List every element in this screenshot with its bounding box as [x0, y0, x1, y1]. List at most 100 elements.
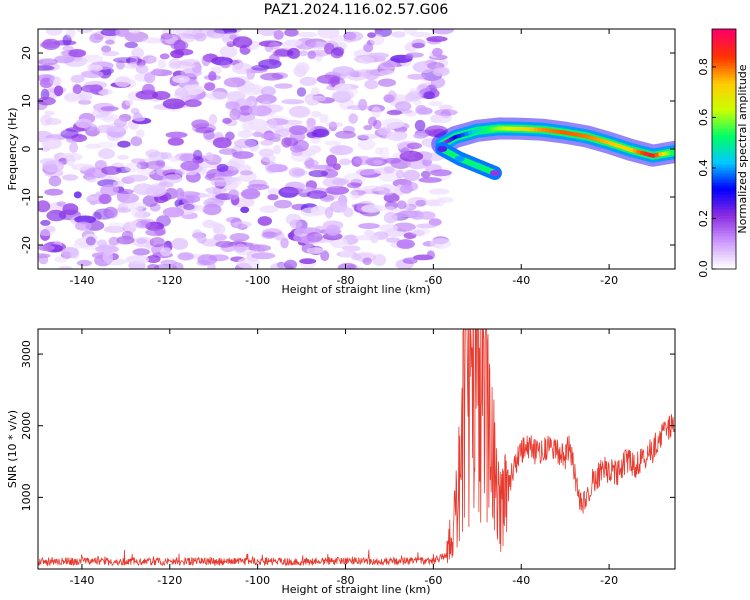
noise-blob: [289, 219, 303, 229]
noise-blob: [238, 105, 253, 116]
noise-blob: [392, 222, 416, 232]
noise-blob: [368, 116, 377, 127]
colorbar-cell: [712, 182, 736, 186]
noise-blob: [38, 224, 56, 236]
noise-blob: [193, 204, 205, 212]
snr-frame: [37, 328, 676, 570]
noise-blob: [128, 29, 141, 34]
noise-blob: [212, 186, 222, 196]
noise-blob: [372, 254, 387, 266]
noise-blob: [160, 33, 173, 40]
noise-blob: [259, 205, 279, 213]
noise-blob: [332, 90, 355, 101]
noise-blob: [260, 72, 284, 81]
noise-blob: [350, 190, 367, 196]
colorbar-gradient: [712, 29, 736, 270]
noise-blob: [87, 63, 102, 70]
colorbar-cell: [712, 77, 736, 81]
noise-blob: [40, 219, 51, 226]
noise-blob: [233, 176, 243, 186]
y-tick-label: 2000: [20, 412, 33, 440]
noise-blob: [363, 125, 373, 131]
noise-blob: [418, 177, 442, 183]
noise-blob: [329, 145, 354, 156]
noise-blob: [420, 170, 431, 179]
noise-blob: [317, 29, 340, 39]
noise-blob: [182, 194, 195, 206]
noise-blob: [434, 197, 445, 207]
noise-blob: [101, 45, 112, 53]
noise-blob: [74, 221, 92, 231]
noise-blob: [374, 29, 384, 33]
x-tick-label: -140: [69, 574, 94, 587]
x-tick-label: -80: [337, 274, 355, 287]
noise-blob: [386, 131, 408, 141]
noise-blob: [117, 154, 129, 160]
noise-blob: [203, 129, 215, 140]
colorbar-cell: [712, 251, 736, 255]
colorbar-cell: [712, 134, 736, 138]
noise-blob: [48, 175, 62, 187]
noise-blob: [115, 60, 125, 70]
noise-blob: [222, 117, 232, 124]
colorbar-cell: [712, 122, 736, 126]
noise-blob: [430, 237, 452, 249]
noise-blob: [162, 98, 186, 110]
noise-blob: [409, 31, 432, 37]
noise-blob: [145, 228, 166, 237]
colorbar-cell: [712, 47, 736, 51]
colorbar-cell: [712, 68, 736, 72]
noise-blob: [156, 215, 171, 227]
noise-blob: [307, 50, 317, 60]
noise-blob: [95, 245, 119, 254]
noise-blob: [364, 79, 379, 90]
noise-blob: [38, 65, 55, 71]
colorbar-cell: [712, 149, 736, 153]
noise-blob: [373, 119, 382, 130]
noise-blob: [395, 101, 412, 112]
noise-blob: [175, 29, 194, 36]
noise-blob: [292, 169, 307, 176]
noise-blob: [233, 138, 257, 149]
noise-blob: [145, 160, 166, 170]
noise-blob: [284, 29, 299, 37]
noise-blob: [54, 55, 75, 64]
colorbar-cell: [712, 83, 736, 87]
noise-blob: [257, 216, 272, 226]
colorbar-cell: [712, 215, 736, 219]
noise-blob: [121, 230, 134, 240]
noise-blob: [160, 247, 172, 257]
colorbar-cell: [712, 116, 736, 120]
noise-blob: [136, 220, 151, 229]
noise-blob: [124, 41, 138, 49]
noise-blob: [157, 59, 167, 69]
colorbar-cell: [712, 167, 736, 171]
noise-blob: [363, 43, 374, 53]
noise-blob: [202, 219, 216, 229]
noise-blob: [108, 222, 125, 228]
noise-blob: [175, 188, 185, 200]
secondary-feature-point: [454, 155, 465, 162]
noise-blob: [402, 257, 418, 265]
noise-blob: [405, 181, 419, 192]
x-tick-label: -40: [512, 574, 530, 587]
noise-blob: [56, 201, 67, 207]
colorbar-tick-label: 0.6: [697, 109, 710, 127]
noise-blob: [225, 101, 240, 110]
noise-blob: [124, 202, 147, 210]
noise-blob: [117, 189, 134, 194]
colorbar-cell: [712, 203, 736, 207]
noise-blob: [38, 200, 51, 213]
noise-blob: [417, 211, 436, 220]
colorbar-cell: [712, 257, 736, 261]
noise-blob: [325, 224, 341, 236]
noise-blob: [100, 184, 120, 197]
noise-blob: [310, 137, 321, 144]
colorbar-cell: [712, 53, 736, 57]
noise-blob: [90, 31, 102, 41]
noise-blob: [384, 206, 396, 212]
noise-blob: [194, 32, 207, 42]
colorbar-cell: [712, 113, 736, 117]
noise-blob: [290, 144, 304, 153]
colorbar-cell: [712, 119, 736, 123]
